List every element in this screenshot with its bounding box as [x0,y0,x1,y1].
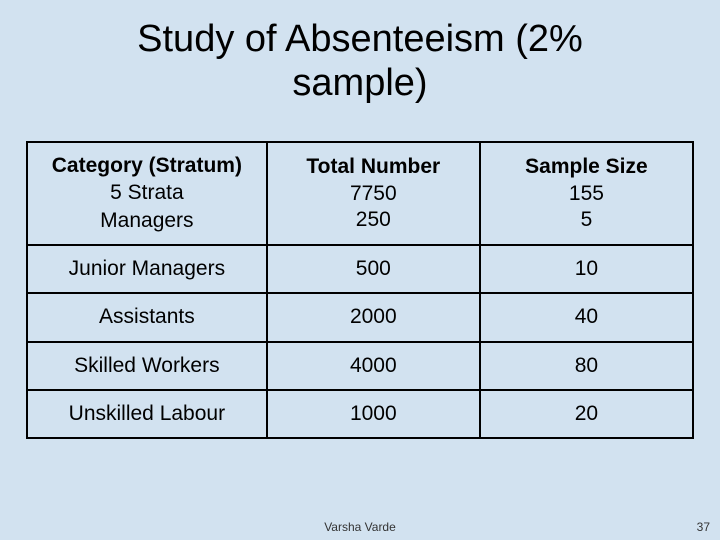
table-row: Assistants 2000 40 [27,293,693,341]
header-row1-total: 250 [274,207,473,233]
cell-sample: 80 [480,342,693,390]
cell-sample: 20 [480,390,693,438]
table-header-row: Category (Stratum) 5 Strata Managers Tot… [27,142,693,245]
slide-title: Study of Absenteeism (2% sample) [0,0,720,105]
header-cell-category: Category (Stratum) 5 Strata Managers [27,142,267,245]
cell-sample: 40 [480,293,693,341]
header-label-total: Total Number [274,154,473,180]
cell-total: 500 [267,245,480,293]
title-line1: Study of Absenteeism (2% [137,18,583,60]
table-row: Unskilled Labour 1000 20 [27,390,693,438]
cell-total: 2000 [267,293,480,341]
title-line2: sample) [292,62,427,104]
header-label-category: Category (Stratum) [34,153,260,179]
cell-total: 1000 [267,390,480,438]
header-row1-sample: 5 [487,207,686,233]
header-sub-total: 7750 [274,181,473,207]
cell-category: Junior Managers [27,245,267,293]
cell-sample: 10 [480,245,693,293]
footer-page-number: 37 [697,520,710,534]
header-sub-category: 5 Strata [34,180,260,206]
header-label-sample: Sample Size [487,154,686,180]
table-container: Category (Stratum) 5 Strata Managers Tot… [26,141,694,439]
header-cell-sample: Sample Size 155 5 [480,142,693,245]
header-row1-category: Managers [34,208,260,234]
absenteeism-table: Category (Stratum) 5 Strata Managers Tot… [26,141,694,439]
cell-category: Skilled Workers [27,342,267,390]
cell-category: Unskilled Labour [27,390,267,438]
table-row: Junior Managers 500 10 [27,245,693,293]
header-cell-total: Total Number 7750 250 [267,142,480,245]
cell-total: 4000 [267,342,480,390]
cell-category: Assistants [27,293,267,341]
table-row: Skilled Workers 4000 80 [27,342,693,390]
footer-author: Varsha Varde [0,520,720,534]
header-sub-sample: 155 [487,181,686,207]
